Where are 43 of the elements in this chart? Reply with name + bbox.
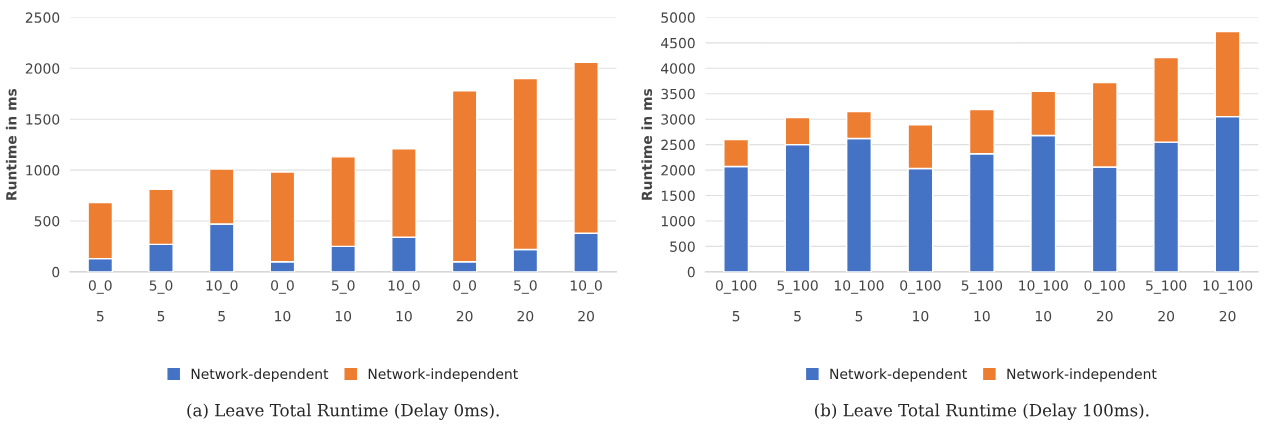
legend-label: Network-dependent	[191, 368, 329, 382]
category-label: 0_100 20	[1084, 280, 1125, 322]
category-label: 0_100 5	[715, 280, 757, 322]
legend-label: Network-dependent	[830, 368, 967, 382]
category-label: 0_0 20	[453, 280, 477, 322]
text: (b) Leave Total Runtime (Delay 100ms).	[815, 403, 1149, 420]
category-label: 5_100 20	[1146, 280, 1187, 322]
text: (a) Leave Total Runtime (Delay 0ms).	[187, 403, 499, 420]
y-tick-label: 1500	[661, 190, 695, 202]
category-label: 5_0 10	[331, 280, 355, 322]
y-tick-label: 1500	[26, 114, 60, 125]
category-label: 10_100 5	[834, 280, 884, 322]
category-label: 0_100 10	[900, 280, 941, 322]
category-label: 0_0 10	[271, 280, 294, 322]
y-tick-label: 500	[670, 241, 695, 252]
category-label: 10_0 5	[206, 280, 238, 322]
y-tick-label: 1000	[26, 165, 60, 176]
y-tick-label: 2500	[661, 139, 695, 151]
legend-label: Network-independent	[1007, 368, 1157, 382]
y-tick-label: 500	[34, 215, 60, 227]
y-tick-label: 2000	[25, 63, 60, 74]
y-tick-label: 3000	[661, 114, 695, 125]
y-axis-title: Runtime in ms	[641, 88, 653, 200]
y-tick-label: 1000	[661, 215, 695, 227]
y-tick-label: 3500	[661, 88, 695, 100]
category-label: 5_0 20	[514, 280, 537, 322]
category-label: 5_0 5	[149, 280, 173, 322]
y-tick-label: 5000	[661, 12, 695, 23]
y-tick-label: 0	[52, 266, 60, 278]
y-tick-label: 4000	[661, 63, 695, 74]
category-label: 0_0 5	[88, 280, 112, 322]
category-label: 5_100 10	[961, 280, 1003, 322]
category-label: 10_0 20	[570, 280, 602, 322]
y-tick-label: 0	[687, 266, 695, 278]
y-axis-title: Runtime in ms	[5, 88, 17, 200]
y-tick-label: 2000	[661, 165, 695, 176]
legend-label: Network-independent	[368, 368, 518, 382]
category-label: 10_100 20	[1203, 280, 1253, 322]
y-tick-label: 2500	[25, 12, 60, 23]
y-tick-label: 4500	[661, 37, 695, 49]
category-label: 5_100 5	[777, 280, 818, 322]
category-label: 10_0 10	[388, 280, 420, 322]
category-label: 10_100 10	[1019, 280, 1068, 322]
